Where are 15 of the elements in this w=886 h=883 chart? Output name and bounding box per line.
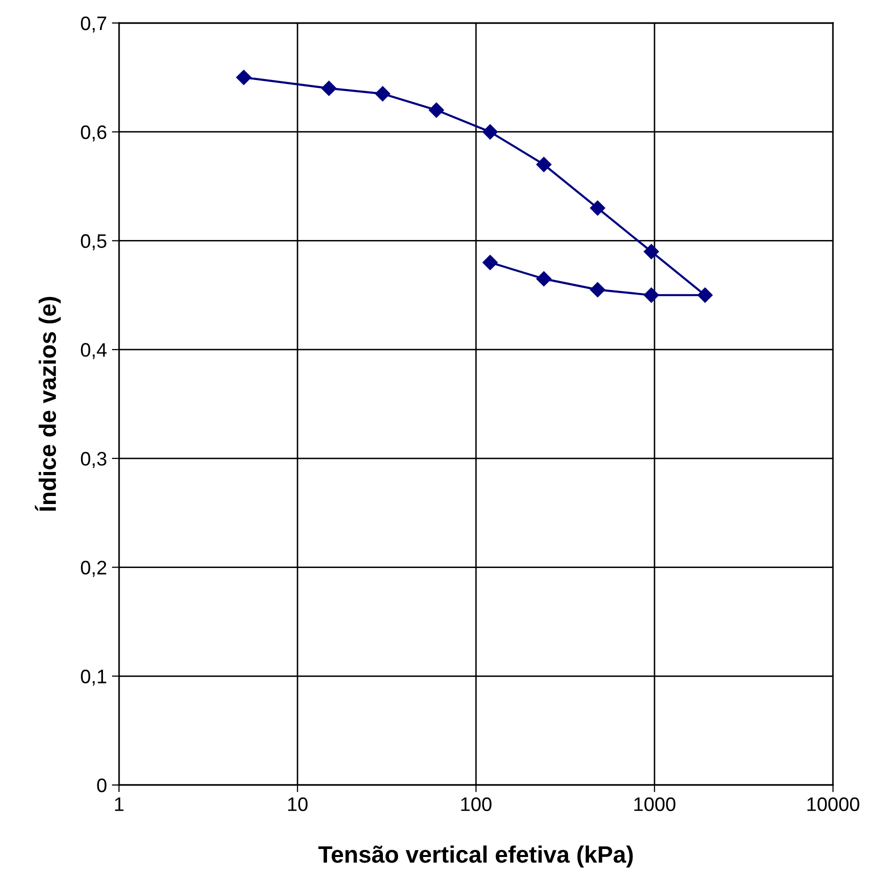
y-tick-label: 0,1	[80, 670, 106, 686]
y-tick-label: 0,3	[80, 452, 106, 468]
x-tick-label: 1	[115, 798, 124, 811]
x-tick-label: 100	[461, 797, 492, 812]
x-tick-label: 10000	[807, 797, 860, 812]
y-tick-label: 0,7	[80, 16, 106, 33]
y-tick-label: 0,2	[80, 560, 106, 577]
x-axis-title: Tensão vertical efetiva (kPa)	[318, 845, 633, 868]
y-axis-title: Índice de vazios (e)	[34, 296, 61, 512]
y-tick-label: 0,4	[80, 343, 107, 360]
y-tick-label: 0,5	[80, 234, 106, 250]
x-tick-label: 1000	[634, 797, 676, 812]
y-tick-label: 0	[97, 778, 106, 792]
y-tick-label: 0,6	[80, 125, 106, 142]
x-tick-label: 10	[288, 797, 308, 812]
